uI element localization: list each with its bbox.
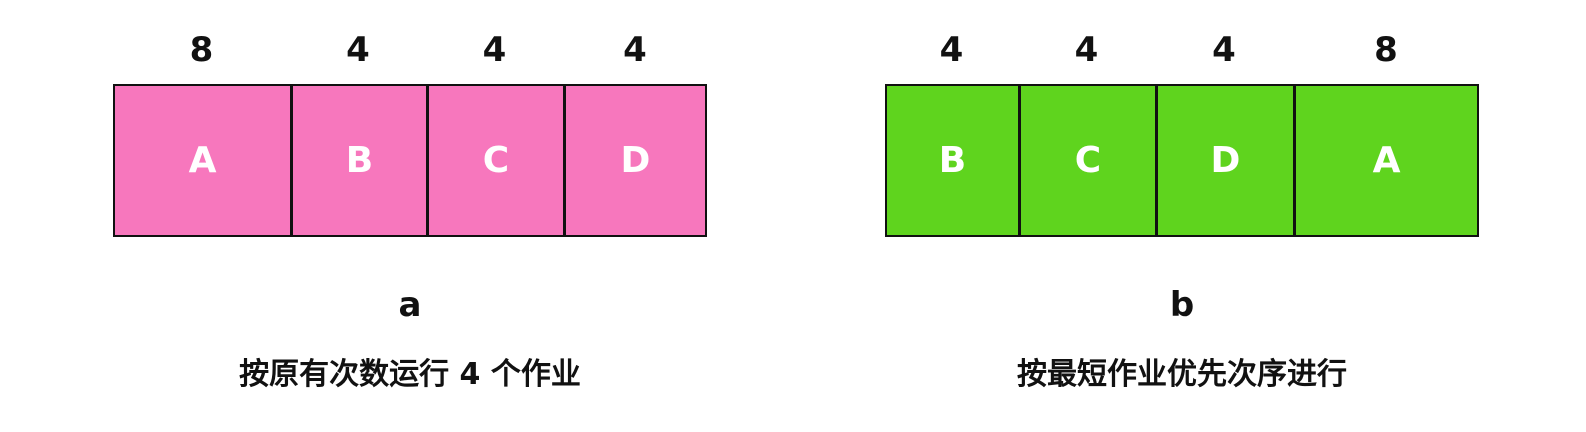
job-block: B bbox=[290, 86, 426, 235]
duration-label: 4 bbox=[346, 30, 370, 70]
job-block: C bbox=[426, 86, 563, 235]
duration-row: 4 4 4 8 bbox=[885, 28, 1479, 72]
panel-label: b bbox=[1169, 285, 1195, 325]
panel-caption: 按最短作业优先次序进行 bbox=[1017, 357, 1347, 392]
panel-a: 8 4 4 4 A B C D a 按原有次数运行 4 个作业 bbox=[113, 0, 707, 432]
duration-label: 4 bbox=[623, 30, 647, 70]
panel-caption: 按原有次数运行 4 个作业 bbox=[239, 357, 581, 392]
duration-label: 8 bbox=[1374, 30, 1398, 70]
job-block: A bbox=[115, 86, 290, 235]
job-sequence: A B C D bbox=[113, 84, 707, 237]
duration-label: 8 bbox=[189, 30, 214, 70]
panel-b: 4 4 4 8 B C D A b 按最短作业优先次序进行 bbox=[885, 0, 1479, 432]
job-block: C bbox=[1018, 86, 1155, 235]
panel-label: a bbox=[398, 285, 422, 325]
job-sequence: B C D A bbox=[885, 84, 1479, 237]
duration-label: 4 bbox=[1212, 30, 1236, 70]
job-block: D bbox=[1155, 86, 1293, 235]
duration-label: 4 bbox=[939, 30, 964, 70]
job-block: A bbox=[1293, 86, 1477, 235]
duration-row: 8 4 4 4 bbox=[113, 28, 707, 72]
job-block: B bbox=[887, 86, 1018, 235]
duration-label: 4 bbox=[1074, 30, 1099, 70]
job-block: D bbox=[563, 86, 705, 235]
duration-label: 4 bbox=[482, 30, 507, 70]
